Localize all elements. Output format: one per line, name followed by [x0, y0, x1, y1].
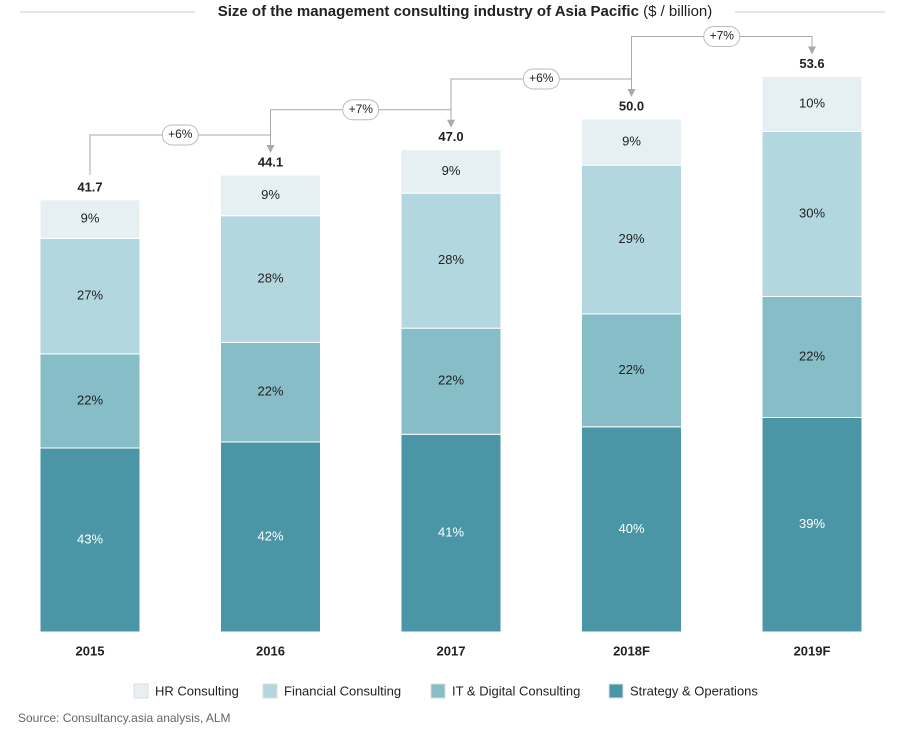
legend-label: Strategy & Operations: [630, 683, 758, 698]
bar-segment: [581, 164, 682, 315]
bar-segment: [581, 118, 682, 166]
total-label: 44.1: [258, 154, 283, 169]
bar-segment: [39, 199, 141, 239]
x-tick-label: 2016: [256, 643, 285, 658]
bar-segment: [220, 174, 321, 217]
bar-segment: [761, 417, 863, 633]
growth-label: +6%: [529, 71, 554, 85]
segment-label: 28%: [257, 270, 283, 285]
chart-title: Size of the management consulting indust…: [218, 3, 713, 20]
growth-label: +7%: [710, 29, 735, 43]
segment-label: 22%: [438, 373, 464, 388]
x-tick-label: 2019F: [794, 643, 831, 658]
growth-pill: [342, 99, 380, 121]
legend-swatch: [133, 683, 149, 699]
segment-label: 22%: [799, 348, 825, 363]
x-tick-label: 2018F: [613, 643, 650, 658]
title-main: Size of the management consulting indust…: [218, 3, 639, 20]
total-label: 53.6: [799, 56, 824, 71]
growth-label: +7%: [349, 102, 374, 116]
segment-label: 40%: [618, 521, 644, 536]
bar-segment: [400, 149, 502, 194]
bar-segment: [761, 296, 863, 418]
segment-label: 9%: [622, 133, 641, 148]
segment-label: 39%: [799, 516, 825, 531]
bar-segment: [220, 215, 321, 343]
growth-label: +6%: [168, 127, 193, 141]
bar-segment: [220, 441, 321, 633]
bar-segment: [400, 192, 502, 329]
total-label: 47.0: [438, 129, 463, 144]
segment-label: 28%: [438, 252, 464, 267]
segment-label: 22%: [618, 362, 644, 377]
segment-label: 29%: [618, 231, 644, 246]
bar-segment: [39, 237, 141, 355]
segment-label: 27%: [77, 288, 103, 303]
growth-pill: [161, 124, 199, 146]
growth-pill: [522, 68, 560, 90]
bar-segment: [400, 433, 502, 633]
segment-label: 9%: [261, 187, 280, 202]
segment-label: 41%: [438, 525, 464, 540]
bar-segment: [581, 426, 682, 633]
segment-label: 30%: [799, 205, 825, 220]
segment-label: 22%: [77, 392, 103, 407]
bar-segment: [581, 313, 682, 428]
segment-label: 22%: [257, 384, 283, 399]
segment-label: 9%: [81, 211, 100, 226]
bar-segment: [761, 131, 863, 297]
total-label: 50.0: [619, 98, 644, 113]
legend-swatch: [262, 683, 278, 699]
legend-label: HR Consulting: [155, 683, 239, 698]
bar-segment: [39, 447, 141, 633]
bar-segment: [220, 341, 321, 443]
segment-label: 43%: [77, 531, 103, 546]
legend-swatch: [608, 683, 624, 699]
segment-label: 9%: [442, 163, 461, 178]
total-label: 41.7: [77, 179, 102, 194]
x-tick-label: 2017: [437, 643, 466, 658]
segment-label: 10%: [799, 95, 825, 110]
x-tick-label: 2015: [76, 643, 105, 658]
legend-label: Financial Consulting: [284, 683, 401, 698]
bar-segment: [761, 76, 863, 132]
legend-swatch: [430, 683, 446, 699]
title-unit: ($ / billion): [643, 3, 712, 20]
segment-label: 42%: [257, 528, 283, 543]
source: Source: Consultancy.asia analysis, ALM: [18, 711, 231, 725]
growth-pill: [703, 26, 741, 47]
legend-label: IT & Digital Consulting: [452, 683, 580, 698]
